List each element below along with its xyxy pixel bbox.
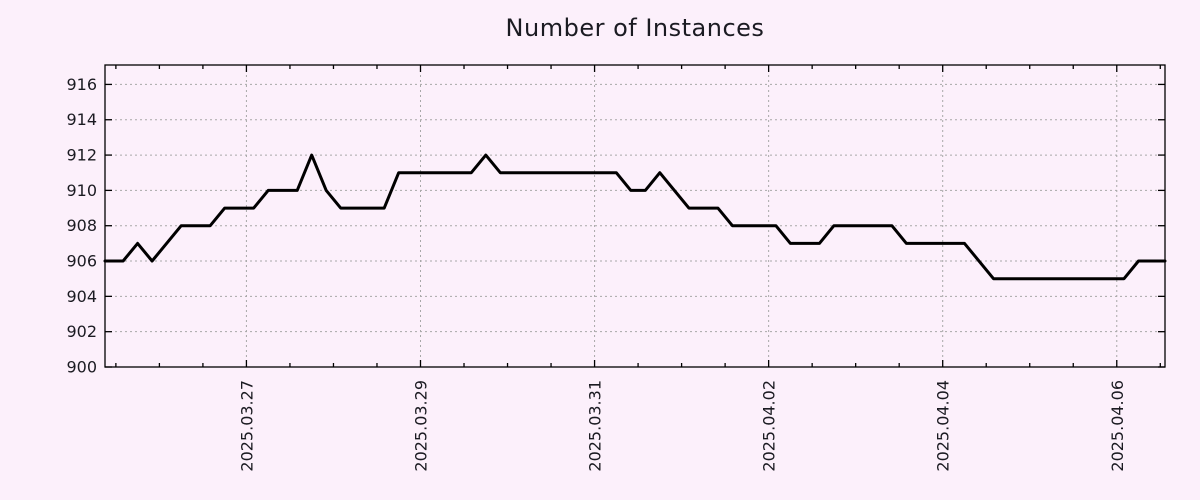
chart-title: Number of Instances xyxy=(505,14,765,42)
plot-border xyxy=(104,64,1166,368)
y-tick-label: 916 xyxy=(66,75,97,94)
y-tick-label: 900 xyxy=(66,358,97,377)
x-tick-label: 2025.03.31 xyxy=(586,380,605,472)
x-tick-label: 2025.04.02 xyxy=(760,380,779,472)
x-tick-label: 2025.03.27 xyxy=(237,380,256,472)
y-tick-label: 910 xyxy=(66,181,97,200)
x-tick-label: 2025.04.04 xyxy=(934,380,953,472)
y-tick-label: 902 xyxy=(66,322,97,341)
y-tick-label: 912 xyxy=(66,146,97,165)
y-tick-label: 906 xyxy=(66,252,97,271)
y-tick-label: 908 xyxy=(66,216,97,235)
y-tick-label: 914 xyxy=(66,110,97,129)
y-tick-label: 904 xyxy=(66,287,97,306)
x-tick-label: 2025.04.06 xyxy=(1108,380,1127,472)
data-line-instances xyxy=(103,153,1167,281)
x-tick-label: 2025.03.29 xyxy=(411,380,430,472)
